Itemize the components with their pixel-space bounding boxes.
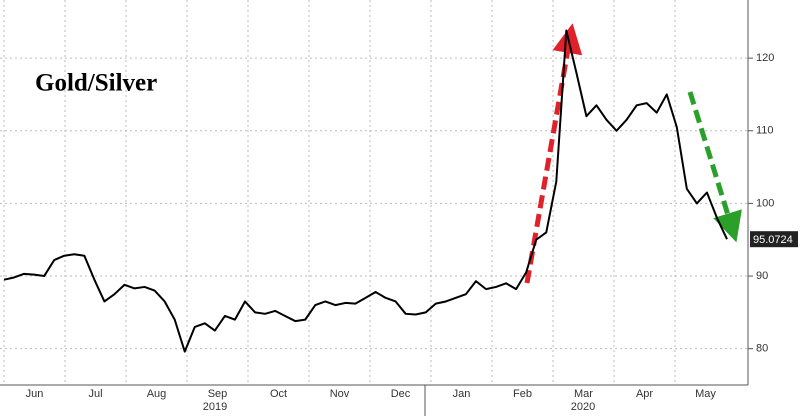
grid xyxy=(0,0,748,385)
y-tick-label: 90 xyxy=(756,270,768,282)
chart-title: Gold/Silver xyxy=(35,70,157,97)
y-tick-label: 100 xyxy=(756,197,774,209)
x-tick-label: Nov xyxy=(330,388,350,400)
x-tick-label: Apr xyxy=(636,388,653,400)
x-tick-label: Jun xyxy=(26,388,44,400)
x-tick-label: Jan xyxy=(453,388,471,400)
y-tick-label: 120 xyxy=(756,52,774,64)
year-label: 2019 xyxy=(203,401,227,413)
y-tick-label: 80 xyxy=(756,343,768,355)
fall-arrow xyxy=(687,91,742,243)
x-tick-label: Aug xyxy=(147,388,167,400)
x-tick-label: May xyxy=(695,388,716,400)
last-value-label: 95.0724 xyxy=(753,234,793,246)
x-tick-label: Sep xyxy=(208,388,228,400)
year-label: 2020 xyxy=(571,401,595,413)
y-tick-label: 110 xyxy=(756,125,774,137)
x-tick-label: Jul xyxy=(88,388,102,400)
rise-arrow xyxy=(524,23,583,284)
series-line xyxy=(3,29,728,353)
x-tick-label: Mar xyxy=(574,388,593,400)
last-value-box xyxy=(750,231,798,248)
x-tick-label: Oct xyxy=(270,388,287,400)
x-tick-label: Dec xyxy=(391,388,411,400)
x-tick-label: Feb xyxy=(513,388,532,400)
